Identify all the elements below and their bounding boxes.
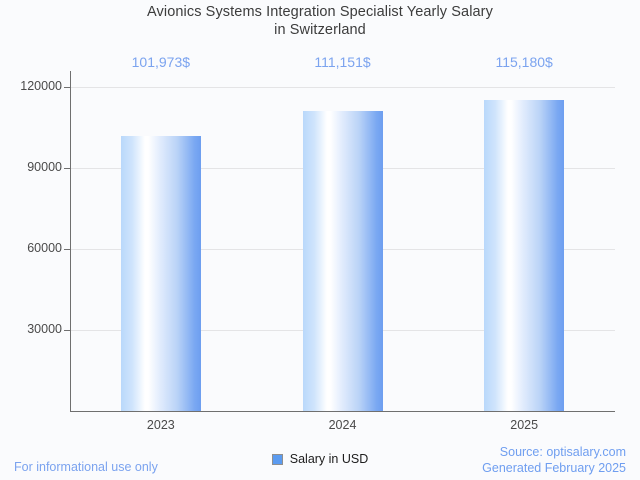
footer-disclaimer: For informational use only — [14, 460, 158, 474]
legend-swatch-icon — [271, 453, 283, 465]
x-tick-label: 2023 — [146, 418, 175, 432]
bar[interactable] — [120, 135, 201, 411]
y-tick-mark — [64, 168, 70, 169]
y-axis-line — [70, 71, 71, 412]
bar-value-label: 115,180$ — [495, 54, 553, 70]
chart-title: Avionics Systems Integration Specialist … — [0, 3, 640, 39]
y-tick-mark — [64, 249, 70, 250]
plot-area — [70, 71, 615, 411]
footer-generated: Generated February 2025 — [482, 461, 626, 475]
legend-item-label: Salary in USD — [289, 452, 369, 466]
chart-title-line-2: in Switzerland — [274, 22, 366, 38]
x-axis-line — [70, 411, 615, 412]
chart-title-line-1: Avionics Systems Integration Specialist … — [147, 4, 493, 20]
x-tick-label: 2024 — [328, 418, 357, 432]
bar[interactable] — [302, 111, 383, 411]
bar[interactable] — [484, 100, 565, 411]
footer-source-block: Source: optisalary.com Generated Februar… — [482, 444, 626, 476]
y-tick-label: 90000 — [27, 160, 62, 174]
y-tick-mark — [64, 330, 70, 331]
x-tick-label: 2025 — [510, 418, 539, 432]
y-tick-label: 60000 — [27, 241, 62, 255]
footer-source: Source: optisalary.com — [499, 445, 626, 459]
y-tick-label: 120000 — [20, 79, 62, 93]
y-tick-mark — [64, 87, 70, 88]
chart-legend: Salary in USD — [0, 452, 640, 466]
y-tick-label: 30000 — [27, 322, 62, 336]
gridline — [70, 87, 615, 88]
bar-value-label: 111,151$ — [314, 54, 371, 70]
bar-value-label: 101,973$ — [131, 54, 191, 70]
